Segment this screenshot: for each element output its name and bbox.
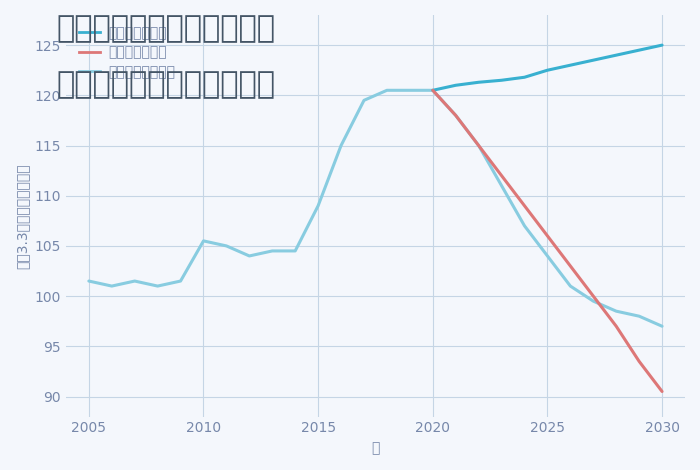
Legend: グッドシナリオ, バッドシナリオ, ノーマルシナリオ: グッドシナリオ, バッドシナリオ, ノーマルシナリオ: [79, 26, 175, 79]
Y-axis label: 坪（3.3㎡）単価（万円）: 坪（3.3㎡）単価（万円）: [15, 163, 29, 268]
X-axis label: 年: 年: [371, 441, 379, 455]
Text: 千葉県夷隅郡御宿町実谷の: 千葉県夷隅郡御宿町実谷の: [56, 14, 275, 43]
Text: 中古マンションの価格推移: 中古マンションの価格推移: [56, 70, 275, 100]
